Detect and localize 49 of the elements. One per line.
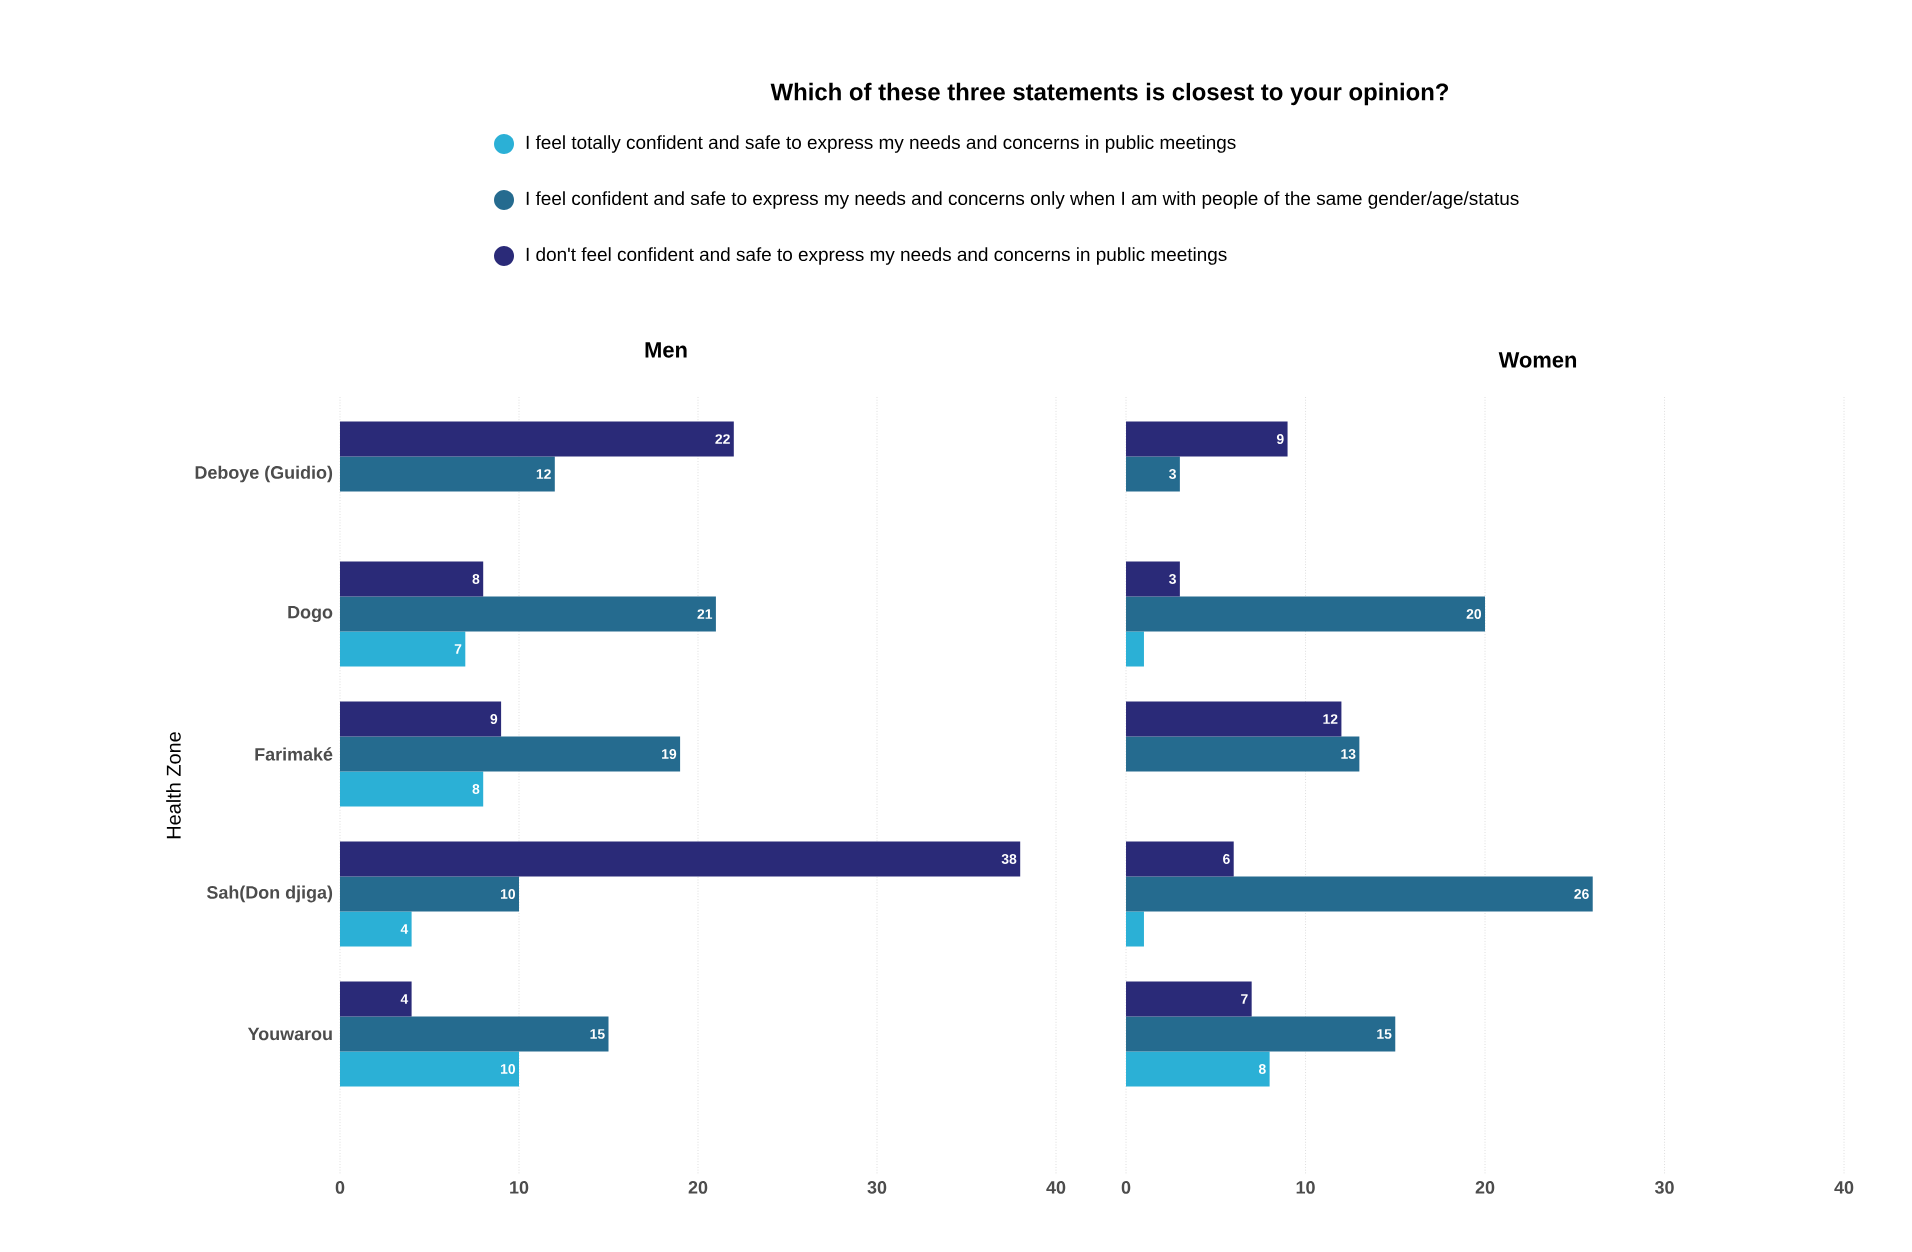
x-tick-label: 10: [1296, 1181, 1315, 1194]
bar: [340, 701, 502, 737]
bar: [1126, 736, 1360, 772]
x-tick-label: 20: [688, 1181, 708, 1194]
y-tick-label: Youwarou: [247, 1027, 332, 1041]
bar: [340, 911, 412, 947]
y-tick-label: Dogo: [288, 605, 333, 623]
bar: [1126, 876, 1593, 912]
legend-label: I feel totally confident and safe to express my needs and concerns in public meetings: [526, 135, 1236, 153]
bar: [340, 631, 466, 667]
bar: [1126, 1016, 1396, 1052]
bar: [1126, 841, 1234, 877]
text: Which of these three statements is closest to your opinion?: [770, 82, 1449, 106]
bar: [340, 981, 412, 1017]
bar: [1126, 1051, 1270, 1087]
chart-subtitle: Women: [1498, 352, 1577, 368]
bar: [1126, 911, 1144, 947]
x-tick-label: 20: [1475, 1181, 1495, 1194]
bar: [1126, 701, 1342, 737]
y-tick-label: Sah(Don djiga): [206, 885, 333, 903]
x-tick-label: 40: [1834, 1181, 1854, 1194]
bar: [340, 596, 716, 632]
chart-subtitle: Men: [645, 342, 687, 358]
y-tick-label: Deboye (Guidio): [195, 465, 333, 483]
y-tick-label: Farimaké: [255, 747, 333, 761]
x-tick-label: 0: [1121, 1181, 1131, 1194]
bar: [340, 1051, 519, 1087]
x-tick-label: 0: [335, 1181, 345, 1194]
legend-label: I don't feel confident and safe to express my needs and concerns in public meetings: [526, 247, 1227, 265]
x-tick-label: 30: [867, 1181, 887, 1194]
bar: [1126, 561, 1180, 597]
x-tick-label: 40: [1046, 1181, 1066, 1194]
bar: [340, 561, 484, 597]
bar: [340, 421, 734, 457]
bar: [340, 876, 519, 912]
x-tick-label: 10: [510, 1181, 529, 1194]
bar: [340, 736, 681, 772]
bar: [1126, 596, 1486, 632]
bar: [340, 1016, 609, 1052]
bar: [1126, 981, 1252, 1017]
bar: [1126, 456, 1180, 492]
bar: [340, 841, 1021, 877]
x-tick-label: 30: [1654, 1181, 1674, 1194]
y-axis-title: Health Zone: [166, 732, 181, 839]
bar: [340, 771, 484, 807]
bar: [1126, 631, 1144, 667]
bar: [340, 456, 555, 492]
legend-label: I feel confident and safe to express my needs and concerns only when I am with people of the same gender/age/status: [526, 191, 1519, 209]
bar: [1126, 421, 1288, 457]
